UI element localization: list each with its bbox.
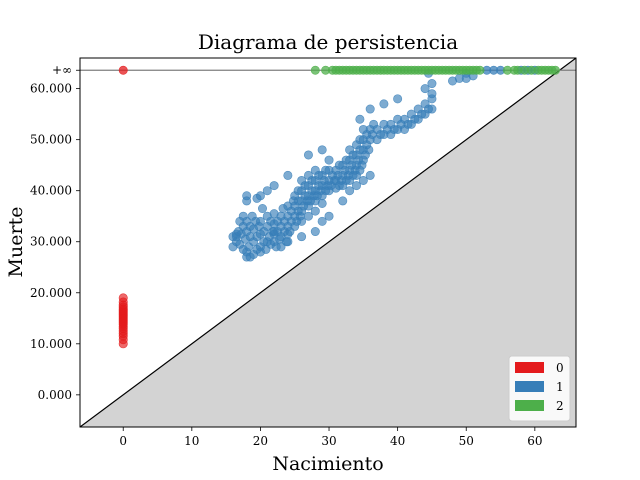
legend-label: 2 — [556, 399, 564, 413]
y-axis: 0.000 10.000 20.000 30.000 40.000 50.000 60.00… — [30, 63, 80, 402]
data-point — [297, 232, 307, 242]
data-point — [317, 216, 327, 226]
x-tick-label: 60 — [527, 434, 542, 448]
data-point — [427, 104, 437, 114]
data-point — [317, 198, 327, 208]
data-point — [297, 216, 307, 226]
data-point — [276, 242, 286, 252]
x-tick-label: 50 — [459, 434, 474, 448]
series-0 — [118, 65, 128, 349]
data-point — [255, 247, 265, 257]
data-point — [238, 211, 248, 221]
plot-area — [80, 58, 576, 427]
y-tick-label: 20.000 — [30, 286, 72, 300]
series-2 — [310, 65, 560, 75]
diagonal-line — [80, 58, 576, 427]
infinite-point — [118, 65, 128, 75]
x-tick-label: 0 — [119, 434, 127, 448]
data-point — [118, 293, 128, 303]
plot-frame — [79, 57, 577, 428]
data-point — [324, 155, 334, 165]
infinite-point — [310, 65, 320, 75]
data-point — [379, 99, 389, 109]
data-point — [317, 145, 327, 155]
x-axis: 0 10 20 30 40 50 60 — [119, 427, 542, 448]
y-tick-label: 60.000 — [30, 82, 72, 96]
y-axis-label: Muerte — [5, 207, 27, 278]
data-point — [310, 227, 320, 237]
x-tick-label: 20 — [253, 434, 268, 448]
data-point — [365, 104, 375, 114]
data-point — [351, 181, 361, 191]
legend-label: 1 — [556, 380, 564, 394]
data-point — [345, 186, 355, 196]
y-tick-label: 0.000 — [38, 388, 72, 402]
legend-swatch — [515, 362, 544, 373]
data-point — [427, 79, 437, 89]
data-point — [228, 242, 238, 252]
data-point — [393, 94, 403, 104]
y-tick-label: 50.000 — [30, 133, 72, 147]
data-point — [269, 181, 279, 191]
data-point — [303, 150, 313, 160]
infinite-point — [550, 65, 560, 75]
legend: 0 1 2 — [508, 355, 571, 422]
data-point — [310, 206, 320, 216]
data-point — [427, 89, 437, 99]
data-point — [242, 191, 252, 201]
points-layer — [118, 65, 560, 349]
y-tick-label: 10.000 — [30, 337, 72, 351]
x-axis-label: Nacimiento — [272, 453, 383, 475]
data-point — [420, 84, 430, 94]
chart-title: Diagrama de persistencia — [198, 30, 458, 54]
data-point — [338, 196, 348, 206]
data-point — [283, 237, 293, 247]
data-point — [231, 229, 241, 239]
legend-swatch — [515, 400, 544, 411]
y-tick-label: 30.000 — [30, 235, 72, 249]
data-point — [358, 175, 368, 185]
data-point — [262, 186, 272, 196]
infinite-point — [475, 65, 485, 75]
data-point — [355, 114, 365, 124]
data-point — [303, 211, 313, 221]
x-tick-label: 10 — [184, 434, 199, 448]
data-point — [255, 216, 265, 226]
data-point — [269, 227, 279, 237]
x-tick-label: 30 — [321, 434, 336, 448]
data-point — [365, 170, 375, 180]
data-point — [283, 170, 293, 180]
legend-label: 0 — [556, 361, 564, 375]
y-tick-label-infinity: +∞ — [52, 63, 72, 77]
data-point — [364, 145, 374, 155]
series-1 — [228, 65, 540, 262]
x-tick-label: 40 — [390, 434, 405, 448]
data-point — [324, 211, 334, 221]
legend-swatch — [515, 381, 544, 392]
data-point — [257, 204, 267, 214]
data-point — [252, 193, 262, 203]
y-tick-label: 40.000 — [30, 184, 72, 198]
data-point — [245, 252, 255, 262]
